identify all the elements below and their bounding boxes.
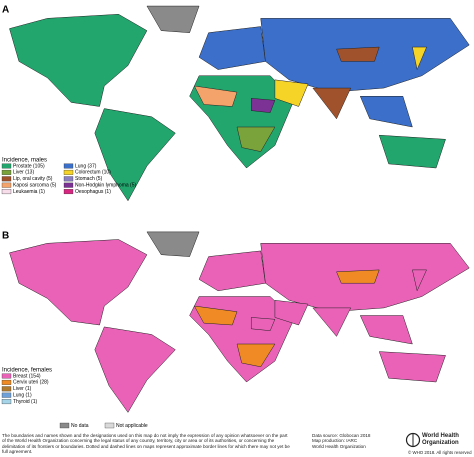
region-africa-south	[236, 343, 276, 368]
panel-label: A	[2, 5, 9, 16]
who-logo	[405, 432, 421, 448]
legend-label: Lung (1)	[13, 393, 32, 399]
credits: Data source: Globocan 2018 Map productio…	[312, 433, 402, 449]
legend-swatch	[1, 189, 12, 195]
legend-swatch	[1, 386, 12, 392]
legend-swatch	[1, 379, 12, 385]
legend-swatch	[1, 392, 12, 398]
legend-label: Liver (1)	[13, 386, 32, 392]
legend-swatch	[1, 176, 12, 182]
region-north-america	[9, 239, 148, 326]
region-africa-south	[236, 126, 276, 152]
status-label: No data	[71, 423, 89, 429]
panel-label: B	[2, 231, 9, 242]
legend-title: Incidence, males	[2, 158, 47, 164]
region-greenland	[146, 231, 200, 257]
legend-swatch	[1, 163, 12, 169]
region-south-america	[94, 108, 176, 202]
region-africa-west	[193, 305, 238, 326]
legend-swatch	[1, 169, 12, 175]
region-europe	[198, 250, 266, 292]
region-se-asia	[359, 315, 413, 345]
credit: World Health Organization	[312, 443, 366, 449]
legend-label: Colorectum (10)	[75, 170, 111, 176]
region-europe	[198, 26, 266, 70]
legend-label: Lung (37)	[75, 163, 97, 169]
region-japan	[412, 269, 427, 292]
region-australia	[378, 134, 446, 169]
legend-label: Breast (154)	[13, 373, 41, 379]
region-australia	[378, 351, 446, 383]
legend-label: Lip, oral cavity (5)	[13, 176, 53, 182]
region-africa-west	[193, 85, 238, 107]
logo-text: World Health Organization	[422, 433, 459, 446]
region-japan	[412, 46, 427, 71]
region-greenland	[146, 5, 200, 33]
legend-label: Prostate (105)	[13, 163, 45, 169]
region-india	[312, 87, 352, 120]
legend-label: Non-Hodgkin lymphoma (5)	[75, 183, 136, 189]
legend-swatch	[1, 399, 12, 405]
status-label: Not applicable	[116, 423, 148, 429]
legend-label: Oesophagus (1)	[75, 189, 111, 195]
legend-label: Leukaemia (1)	[13, 189, 45, 195]
status-swatch	[104, 422, 115, 429]
legend-title: Incidence, females	[2, 368, 52, 374]
region-mongolia	[336, 46, 380, 62]
disclaimer: The boundaries and names shown and the d…	[2, 433, 290, 455]
legend-label: Cervix uteri (28)	[13, 380, 49, 386]
region-africa-east	[250, 317, 276, 331]
region-mongolia	[336, 269, 380, 284]
legend-swatch	[63, 163, 74, 169]
region-arabia	[274, 300, 309, 326]
status-swatch	[59, 422, 70, 429]
region-arabia	[274, 79, 309, 107]
credit: Map production: IARC	[312, 438, 358, 444]
region-se-asia	[359, 96, 413, 128]
credit: Data source: Globocan 2018	[312, 433, 371, 438]
region-north-america	[9, 13, 148, 107]
legend-swatch	[63, 182, 74, 188]
region-south-america	[94, 326, 176, 413]
legend-label: Thyroid (1)	[13, 399, 38, 405]
legend-swatch	[1, 182, 12, 188]
legend-label: Liver (13)	[13, 170, 34, 176]
legend-swatch	[63, 176, 74, 182]
legend-swatch	[63, 169, 74, 175]
legend-swatch	[63, 189, 74, 195]
region-africa-east	[250, 98, 276, 113]
copyright: © WHO 2018. All rights reserved	[408, 450, 472, 455]
legend-swatch	[1, 373, 12, 379]
legend-label: Stomach (5)	[75, 176, 103, 182]
legend-label: Kaposi sarcoma (5)	[13, 183, 57, 189]
region-india	[312, 307, 352, 337]
